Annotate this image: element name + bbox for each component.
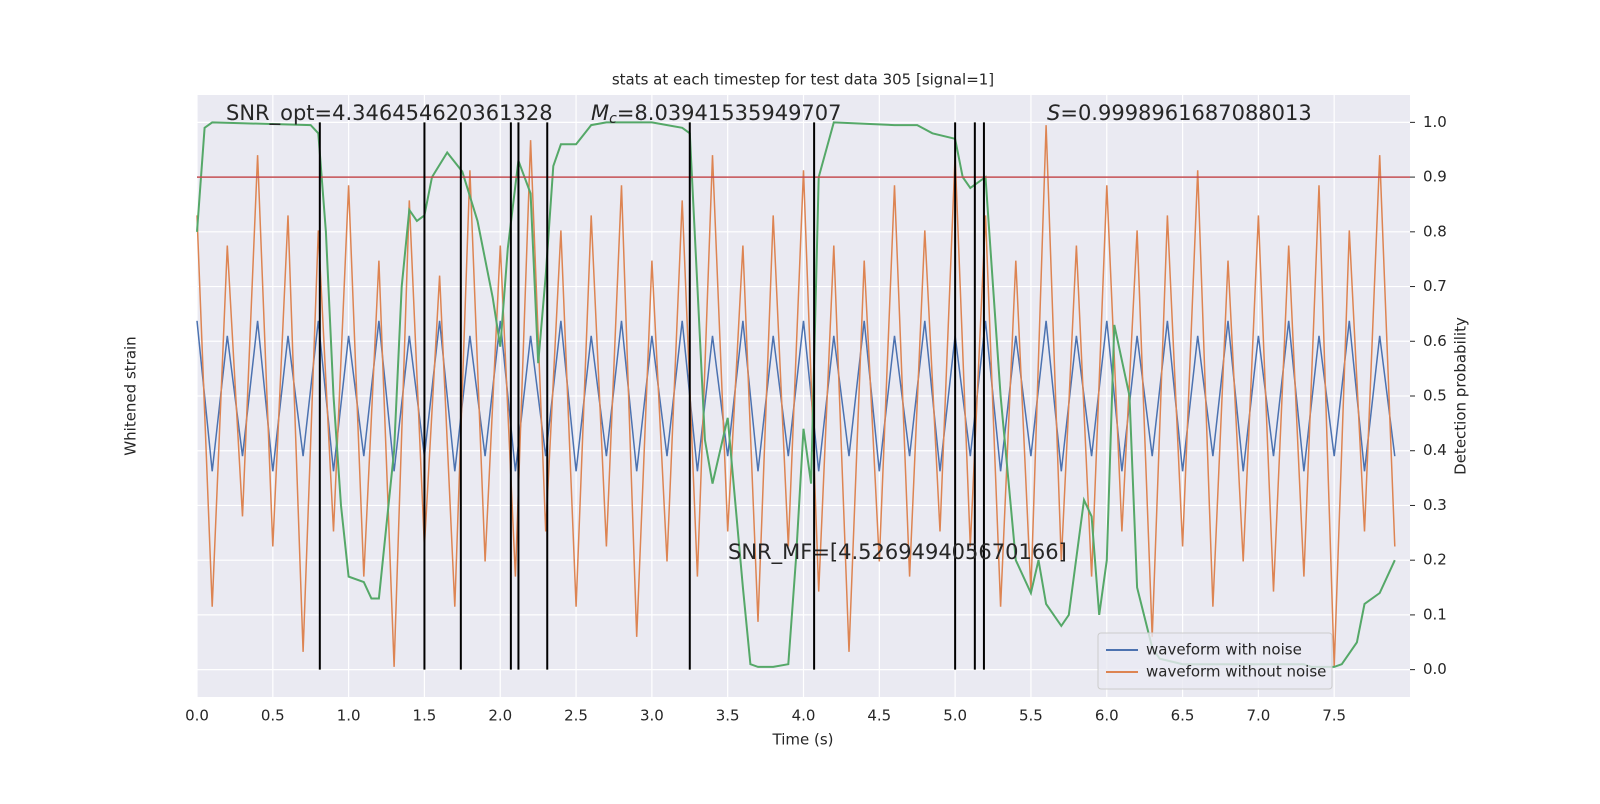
annotation: SNR_MF=[4.526949405670166] xyxy=(728,540,1067,565)
x-tick-label: 6.5 xyxy=(1171,707,1195,725)
series-line xyxy=(196,121,1396,668)
x-tick-label: 4.0 xyxy=(792,707,816,725)
series-line xyxy=(196,125,1396,667)
chart-title: stats at each timestep for test data 305… xyxy=(612,71,994,89)
legend-box xyxy=(1097,632,1333,690)
annotation-subscript: c xyxy=(609,111,617,127)
x-tick-label: 7.5 xyxy=(1322,707,1346,725)
y2-tick-label: 0.7 xyxy=(1423,277,1447,295)
y2-tick-label: 0.5 xyxy=(1423,387,1447,405)
x-tick-label: 3.5 xyxy=(716,707,740,725)
y2-tick-label: 0.8 xyxy=(1423,222,1447,240)
y2-tick-label: 0.4 xyxy=(1423,441,1447,459)
x-tick-label: 2.0 xyxy=(488,707,512,725)
x-tick-label: 2.5 xyxy=(564,707,588,725)
annotation-symbol: M xyxy=(591,101,609,125)
x-tick-label: 0.0 xyxy=(185,707,209,725)
x-tick-label: 0.5 xyxy=(261,707,285,725)
annotation: Mc=8.03941535949707 xyxy=(591,101,842,127)
legend-label: waveform with noise xyxy=(1146,641,1302,659)
y2-tick-label: 0.0 xyxy=(1423,660,1447,678)
y2-tick-label: 0.2 xyxy=(1423,551,1447,569)
y2-tick-label: 0.6 xyxy=(1423,332,1447,350)
x-tick-label: 6.0 xyxy=(1095,707,1119,725)
x-tick-label: 3.0 xyxy=(640,707,664,725)
x-tick-label: 5.0 xyxy=(943,707,967,725)
x-tick-label: 1.0 xyxy=(337,707,361,725)
annotation-value: =0.9998961687088013 xyxy=(1060,101,1311,125)
annotation-symbol: S xyxy=(1047,101,1060,125)
annotation-value: =8.03941535949707 xyxy=(617,101,842,125)
x-tick-label: 4.5 xyxy=(867,707,891,725)
y2-tick-label: 0.9 xyxy=(1423,168,1447,186)
y2-tick-label: 0.1 xyxy=(1423,605,1447,623)
y2-axis-label: Detection probability xyxy=(1452,317,1470,475)
annotation: SNR_opt=4.346454620361328 xyxy=(226,101,553,126)
y-axis-label: Whitened strain xyxy=(122,336,140,455)
y2-tick-label: 1.0 xyxy=(1423,113,1447,131)
x-tick-label: 1.5 xyxy=(413,707,437,725)
series-line xyxy=(196,320,1396,472)
x-tick-label: 7.0 xyxy=(1246,707,1270,725)
legend-label: waveform without noise xyxy=(1146,663,1326,681)
y2-tick-label: 0.3 xyxy=(1423,496,1447,514)
x-axis-label: Time (s) xyxy=(772,731,834,749)
annotation: S=0.9998961687088013 xyxy=(1047,101,1312,125)
x-tick-label: 5.5 xyxy=(1019,707,1043,725)
